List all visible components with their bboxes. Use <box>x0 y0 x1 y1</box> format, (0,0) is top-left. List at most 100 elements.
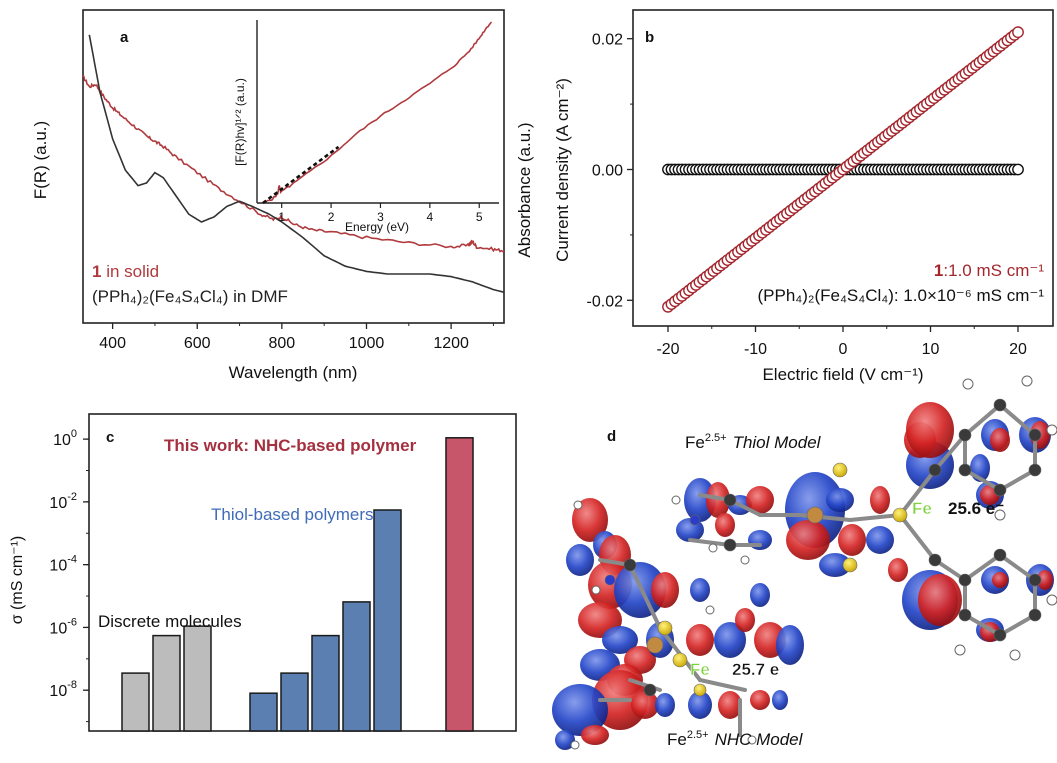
panel-a-curves <box>82 34 505 293</box>
panel-d-atom <box>993 628 1007 642</box>
panel-c-y-tick-label: 10-6 <box>49 616 77 637</box>
panel-b-legend-1-bold: 1 <box>934 261 943 280</box>
panel-c-bar <box>249 692 278 732</box>
panel-d-atom <box>993 548 1007 562</box>
panel-d-orbital-lobe-red <box>735 608 755 632</box>
panel-d-thiol-name: Thiol Model <box>733 433 822 452</box>
panel-d-atom <box>1028 428 1042 442</box>
panel-d-bond <box>963 468 1002 492</box>
panel-d-atom <box>723 493 737 507</box>
panel-a-inset-fit-line <box>262 145 340 205</box>
panel-d-atom <box>962 378 974 390</box>
panel-c-bar <box>445 437 474 732</box>
panel-d-orbital-lobe-blue <box>602 626 638 654</box>
panel-b-point-series-1 <box>1012 26 1024 39</box>
panel-d-atom <box>705 605 715 615</box>
panel-c-y-tick-label: 100 <box>53 428 77 449</box>
panel-a-inset-x-tick-label: 1 <box>278 210 285 224</box>
panel-d-atom <box>958 428 972 442</box>
panel-d: d Fe2.5+ Thiol Model Fe2.5+ NHC Model Fe 2… <box>552 375 1057 750</box>
panel-b-x-tick-label: 10 <box>922 341 940 358</box>
panel-d-atom <box>1009 649 1021 661</box>
panel-d-bond <box>963 403 1002 437</box>
panel-c-bar <box>373 509 402 732</box>
panel-c-letter: c <box>106 429 114 446</box>
panel-d-orbital-lobe-blue <box>714 622 746 658</box>
panel-c-bar <box>121 672 150 732</box>
panel-d-atom <box>623 558 637 572</box>
panel-b: -0.02 0.00 0.02 -20 -10 0 10 20 b Electric fie… <box>515 9 1054 384</box>
panel-a-inset-y-axis-label: [F(R)hv]¹ᐟ² (a.u.) <box>233 78 247 166</box>
panel-c-bar <box>342 601 371 732</box>
panel-d-orbital-lobes <box>552 402 1054 750</box>
panel-d-atom <box>1028 608 1042 622</box>
panel-d-atom <box>723 538 737 552</box>
panel-c-group-label-nhc: This work: NHC-based polymer <box>164 436 417 455</box>
panel-b-legend-1: 1:1.0 mS cm⁻¹ <box>934 261 1044 280</box>
panel-d-atom <box>1046 594 1057 606</box>
panel-a-legend-1-bold: 1 <box>92 262 101 281</box>
panel-d-orbital-lobe-red <box>581 725 609 745</box>
panel-d-nhc-prefix: Fe <box>667 730 687 749</box>
panel-a-legend-1: 1 in solid <box>92 262 159 281</box>
panel-d-thiol-prefix: Fe <box>685 433 705 452</box>
panel-d-atom <box>646 636 664 654</box>
panel-c-bars <box>121 437 474 732</box>
panel-a-x-tick-label: 400 <box>99 335 126 352</box>
panel-d-atom <box>671 495 681 505</box>
panel-a-inset-x-ticks: 1 2 3 4 5 <box>278 203 483 224</box>
panel-d-atom <box>806 506 824 524</box>
panel-d-atom <box>693 683 707 697</box>
panel-b-x-tick-label: 20 <box>1009 341 1027 358</box>
panel-c-y-tick-label: 10-4 <box>49 554 77 575</box>
panel-d-atom <box>842 557 858 573</box>
panel-b-point-series-2 <box>1012 163 1024 176</box>
panel-a-inset-x-tick-label: 4 <box>427 210 434 224</box>
panel-d-orbital-lobe-blue <box>866 526 894 554</box>
panel-d-orbital-lobe-red <box>918 574 962 626</box>
panel-d-orbital-lobe-blue <box>826 488 854 512</box>
panel-b-x-tick-label: -10 <box>744 341 767 358</box>
panel-d-atom <box>672 652 688 668</box>
panel-d-bond <box>848 513 902 522</box>
panel-c-group-label-discrete: Discrete molecules <box>98 612 242 631</box>
panel-c-bar <box>311 634 340 732</box>
panel-d-atom <box>1028 573 1042 587</box>
panel-d-nhc-name: NHC Model <box>715 730 804 749</box>
panel-d-orbital-lobe-red <box>572 498 608 542</box>
panel-d-bond <box>998 613 1037 637</box>
panel-a-inset-curves <box>262 21 493 205</box>
panel-a-x-ticks: 400 600 800 1000 1200 <box>99 323 494 352</box>
panel-d-atom <box>993 398 1007 412</box>
panel-b-y-tick-label: 0.00 <box>592 163 623 180</box>
panel-a-x-tick-label: 1200 <box>433 335 469 352</box>
panel-d-atom <box>747 735 757 745</box>
panel-d-atom <box>958 463 972 477</box>
panel-a-x-tick-label: 600 <box>184 335 211 352</box>
panel-d-orbital-lobe-red <box>715 513 735 537</box>
panel-b-letter: b <box>645 29 654 46</box>
panel-d-bond <box>933 433 967 472</box>
panel-b-x-ticks: -20 -10 0 10 20 <box>656 326 1027 358</box>
panel-b-y-axis-label: Current density (A cm⁻²) <box>553 78 572 262</box>
panel-a-inset-x-tick-label: 3 <box>377 210 384 224</box>
panel-d-nhc-electrons: 25.7 e⁻ <box>732 660 788 679</box>
panel-c-bar <box>152 634 181 732</box>
panel-c-y-tick-label: 10-2 <box>49 491 77 512</box>
panel-d-atom <box>657 620 673 636</box>
panel-d-bond <box>963 553 1002 582</box>
panel-a-inset-series-line <box>262 21 493 204</box>
panel-a-x-tick-label: 1000 <box>349 335 385 352</box>
panel-d-bond <box>628 563 662 630</box>
panel-d-orbital-lobe-blue <box>750 583 770 607</box>
panel-d-orbital-lobe-red <box>888 558 908 582</box>
panel-d-bond <box>998 403 1037 437</box>
panel-d-thiol-sup: 2.5+ <box>705 432 727 444</box>
panel-d-orbital-lobe-red <box>651 572 679 608</box>
panel-d-atom <box>1028 463 1042 477</box>
panel-d-bond <box>998 468 1037 492</box>
panel-a-legend-2: (PPh₄)₂(Fe₄S₄Cl₄) in DMF <box>92 287 288 306</box>
panel-a-x-axis-label: Wavelength (nm) <box>229 363 358 382</box>
panel-d-atom <box>740 555 750 565</box>
